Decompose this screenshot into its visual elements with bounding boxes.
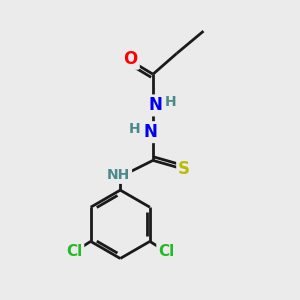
Text: H: H [165, 95, 177, 110]
Text: NH: NH [107, 168, 130, 182]
Text: S: S [178, 160, 190, 178]
Text: O: O [124, 50, 138, 68]
Text: N: N [148, 96, 162, 114]
Text: N: N [144, 123, 158, 141]
Text: H: H [129, 122, 140, 136]
Text: Cl: Cl [66, 244, 82, 259]
Text: Cl: Cl [158, 244, 174, 259]
